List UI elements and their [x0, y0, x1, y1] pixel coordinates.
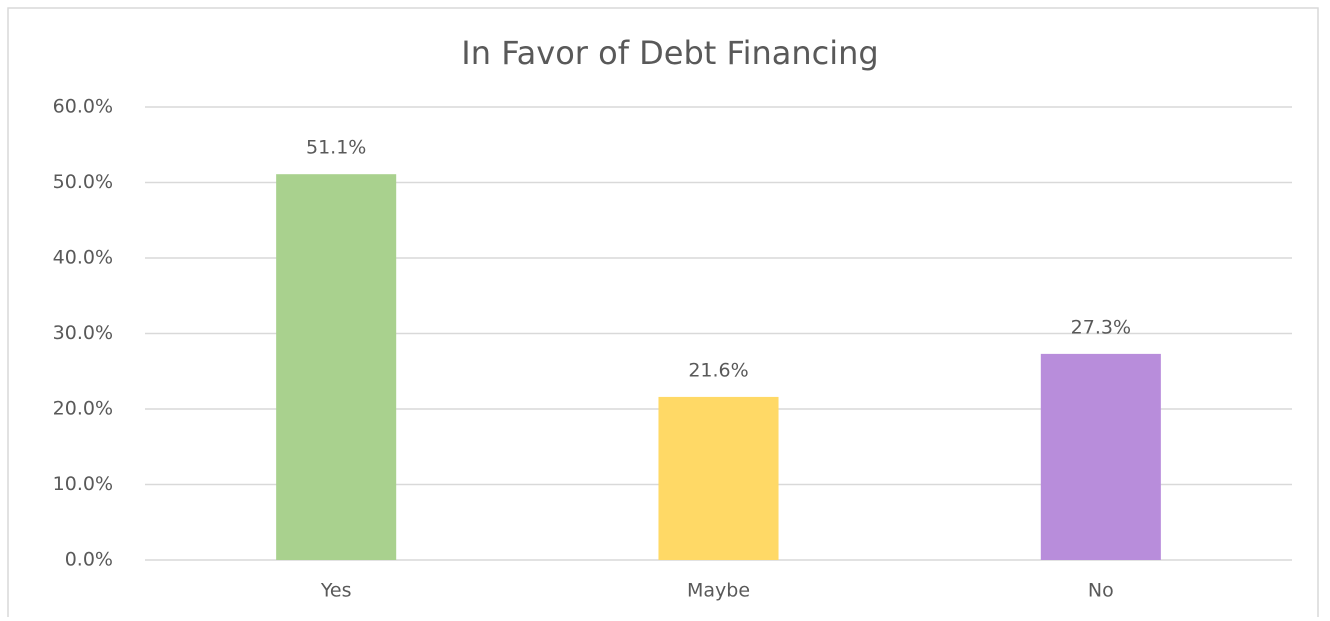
y-tick-label: 0.0% — [65, 549, 113, 571]
y-tick-label: 50.0% — [53, 171, 113, 193]
y-tick-label: 30.0% — [53, 322, 113, 344]
bar — [276, 174, 397, 560]
bar — [658, 396, 779, 560]
bar — [1040, 353, 1161, 560]
data-label: 27.3% — [1071, 316, 1131, 338]
x-tick-label: Yes — [320, 580, 352, 602]
data-label: 21.6% — [688, 359, 748, 381]
x-tick-label: Maybe — [687, 580, 750, 602]
y-tick-label: 60.0% — [53, 96, 113, 118]
y-tick-label: 10.0% — [53, 473, 113, 495]
y-tick-label: 40.0% — [53, 247, 113, 269]
data-label: 51.1% — [306, 137, 366, 159]
y-tick-label: 20.0% — [53, 398, 113, 420]
x-tick-label: No — [1088, 580, 1114, 602]
chart-title: In Favor of Debt Financing — [461, 34, 878, 72]
